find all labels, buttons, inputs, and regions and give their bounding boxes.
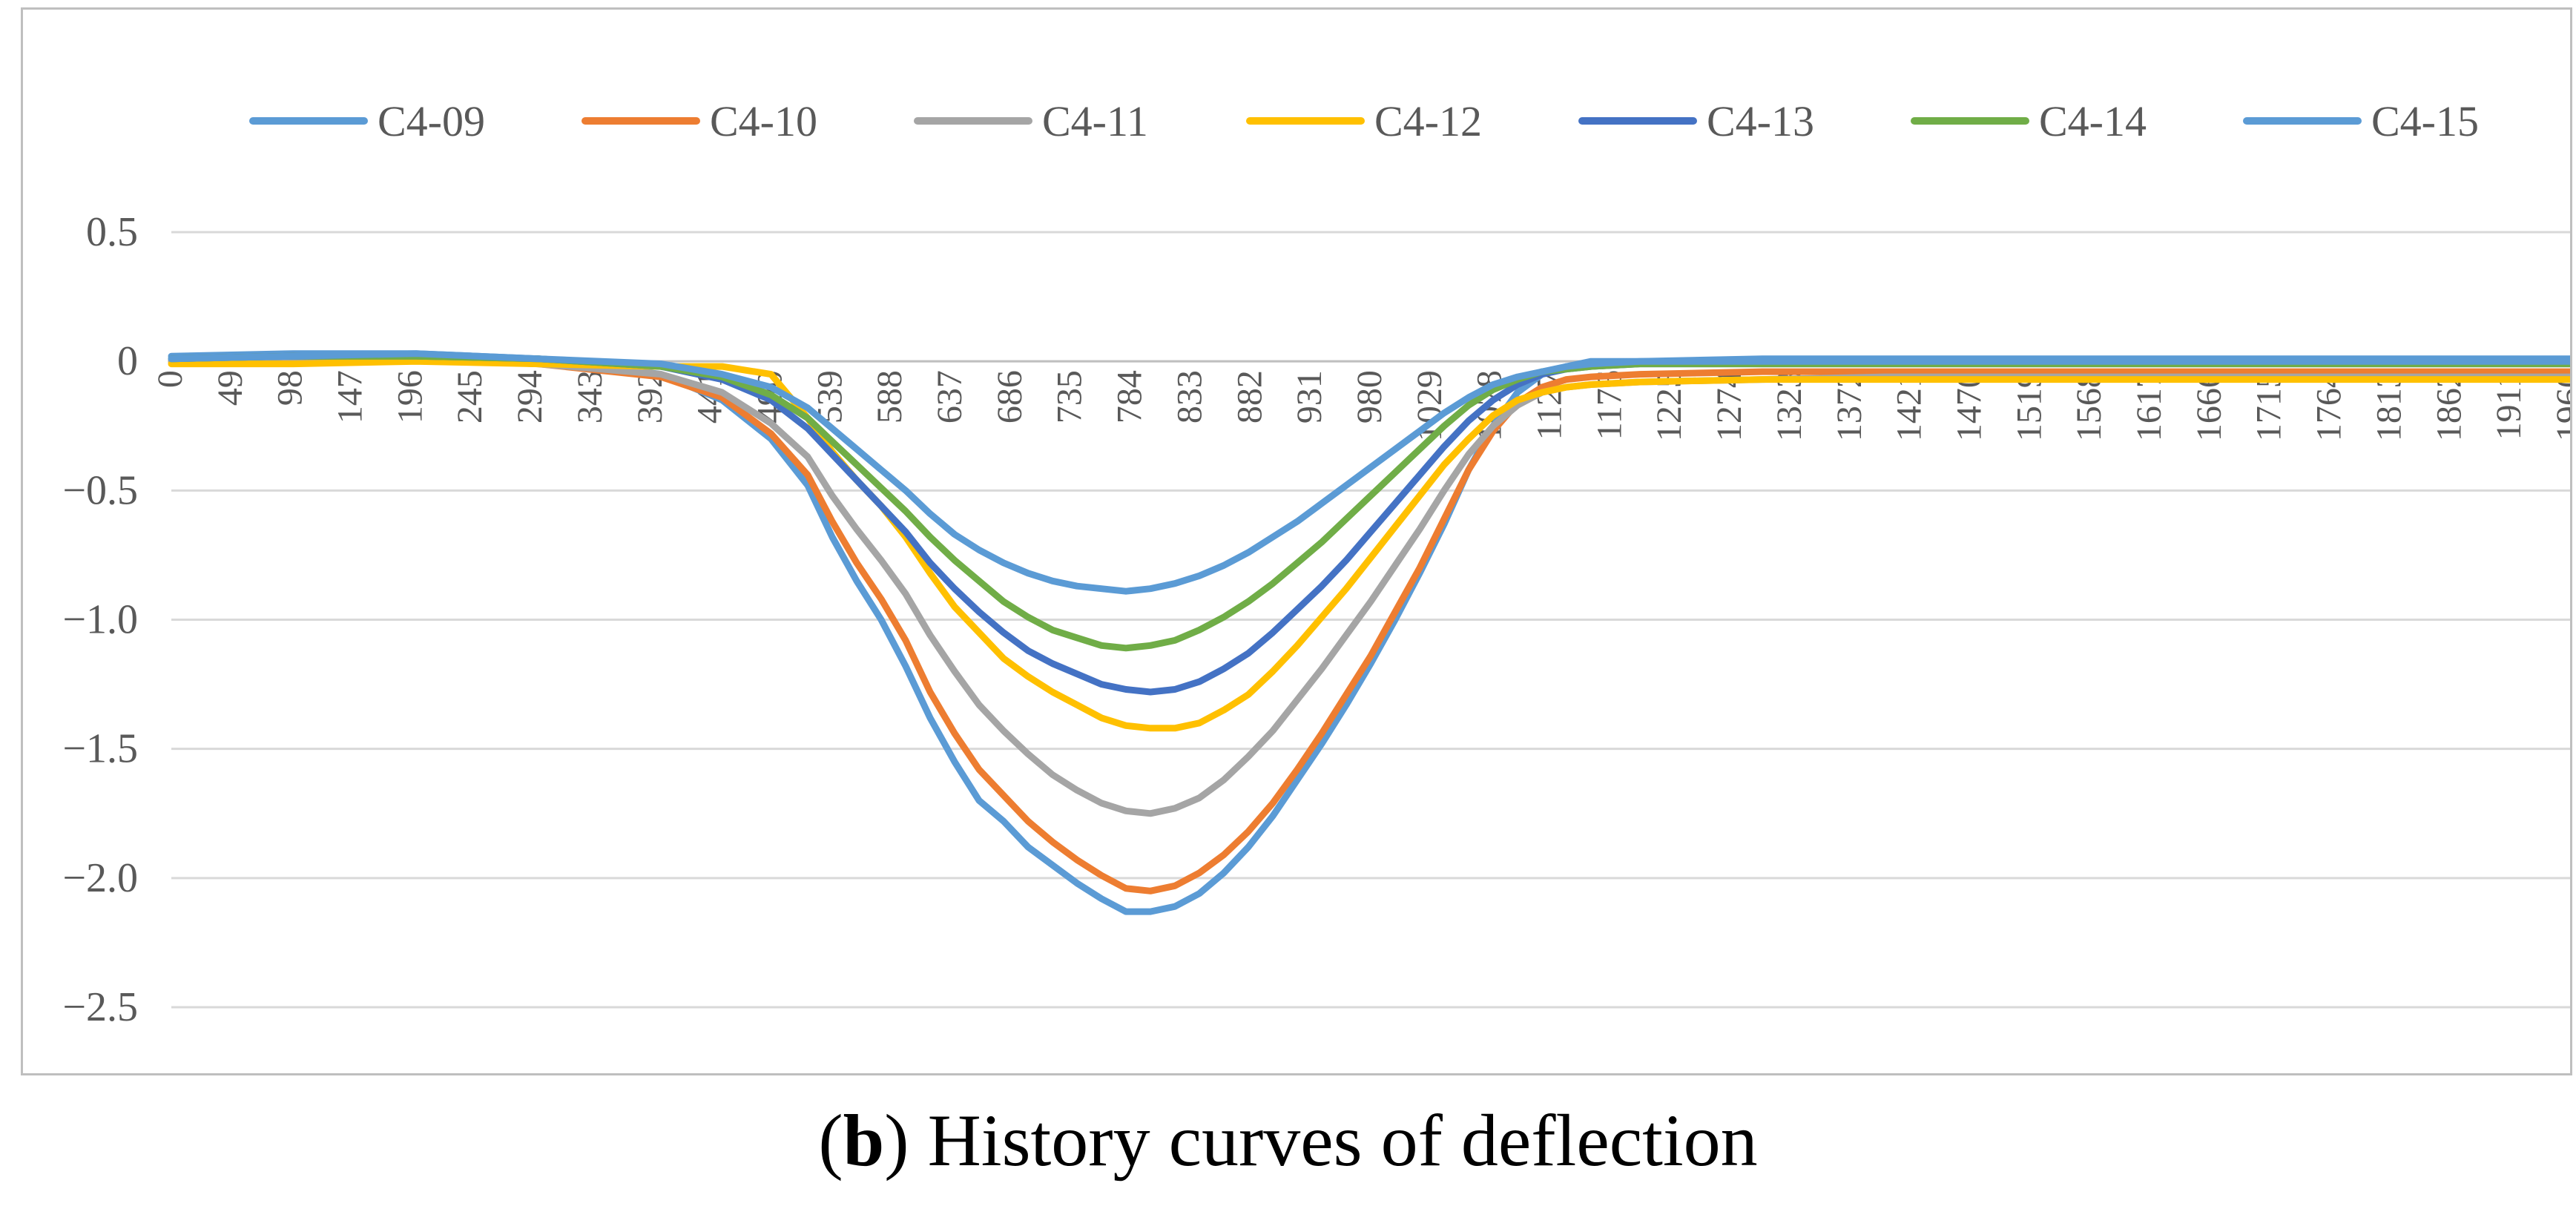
x-tick-label: 147 <box>331 370 370 424</box>
x-tick-label: 882 <box>1230 370 1269 424</box>
legend-label-c4-12: C4-12 <box>1374 97 1482 145</box>
legend-label-c4-09: C4-09 <box>378 97 485 145</box>
caption-open-paren: ( <box>818 1099 843 1182</box>
y-tick-label: −1.5 <box>62 726 138 772</box>
x-tick-label: 784 <box>1110 370 1150 424</box>
y-tick-label: 0 <box>117 338 138 384</box>
x-tick-label: 833 <box>1170 370 1209 424</box>
x-tick-label: 343 <box>570 370 610 424</box>
caption-close-paren: ) <box>884 1099 909 1182</box>
chart-frame: 0 49 98 147 196 245 294 343 392 441 490 539 588 637 68… <box>21 7 2572 1075</box>
x-tick-label: 637 <box>930 370 969 424</box>
series-line-c4-10 <box>168 355 2570 894</box>
y-tick-label: −2.5 <box>62 984 138 1030</box>
figure-caption: (b) History curves of deflection <box>0 1096 2576 1185</box>
y-axis-ticks: 0.5 0 −0.5 −1.0 −1.5 −2.0 −2.5 <box>62 209 138 1030</box>
x-tick-label: 686 <box>990 370 1030 424</box>
series-line-c4-15 <box>168 350 2570 595</box>
legend-label-c4-15: C4-15 <box>2371 97 2479 145</box>
legend: C4-09 C4-10 C4-11 C4-12 C4-13 C4-14 C4-15 <box>249 97 2479 145</box>
caption-letter: b <box>843 1099 885 1182</box>
series-lines <box>168 350 2570 915</box>
x-tick-label: 245 <box>450 370 490 424</box>
deflection-line-chart: 0 49 98 147 196 245 294 343 392 441 490 539 588 637 68… <box>62 97 2570 1030</box>
x-tick-label: 49 <box>211 370 250 406</box>
y-tick-label: −2.0 <box>62 855 138 901</box>
x-tick-label: 0 <box>151 370 190 388</box>
legend-label-c4-11: C4-11 <box>1042 97 1148 145</box>
x-tick-label: 980 <box>1350 370 1389 424</box>
x-tick-label: 735 <box>1050 370 1090 424</box>
x-tick-label: 294 <box>510 370 550 424</box>
x-tick-label: 98 <box>271 370 310 406</box>
caption-text: History curves of deflection <box>927 1099 1758 1182</box>
legend-label-c4-14: C4-14 <box>2039 97 2147 145</box>
y-tick-label: −0.5 <box>62 467 138 513</box>
legend-label-c4-10: C4-10 <box>710 97 817 145</box>
x-tick-label: 196 <box>390 370 429 424</box>
legend-label-c4-13: C4-13 <box>1707 97 1814 145</box>
x-tick-label: 931 <box>1290 370 1329 424</box>
y-tick-label: −1.0 <box>62 597 138 643</box>
y-tick-label: 0.5 <box>86 209 138 255</box>
gridlines <box>171 231 2570 1009</box>
x-tick-label: 588 <box>870 370 909 424</box>
